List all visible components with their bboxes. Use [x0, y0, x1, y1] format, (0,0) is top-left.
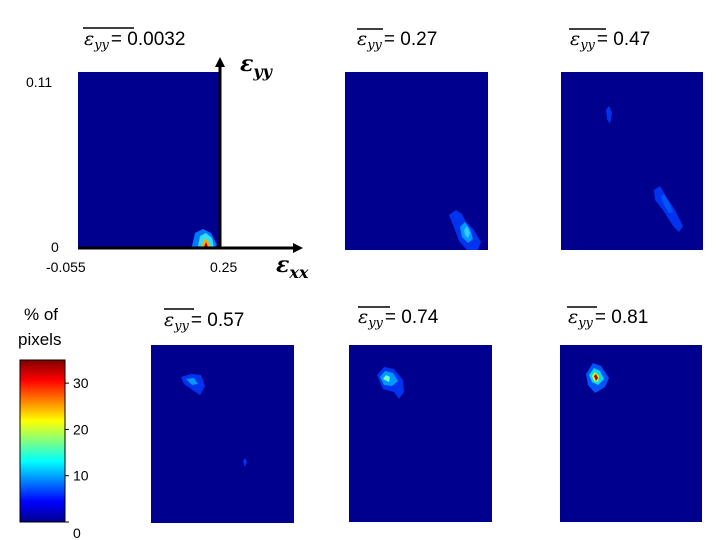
y-tick-label-top: 0.11 [26, 74, 52, 90]
colorbar-tick-label-0: 0 [73, 525, 81, 540]
x-axis-label: εxx [276, 252, 309, 282]
panel-4-blob-b [243, 458, 247, 467]
svg-text:εyy= 0.27: εyy = 0.27 [357, 28, 437, 53]
panel-1-blob-peak [204, 242, 208, 247]
panel-2-contours [449, 210, 481, 250]
panel-4-title-value: = 0.57 [191, 310, 244, 331]
svg-text:εyy= 0.74: εyy = 0.74 [358, 306, 439, 331]
panel-2-title-value: = 0.27 [384, 29, 437, 50]
panel-1-contours [192, 229, 217, 248]
panel-2-title: εyy = 0.27 [357, 28, 437, 53]
panel-6-title: εyy = 0.81 [567, 306, 648, 331]
colorbar-ticks: 0 10 20 30 [65, 375, 89, 540]
axes-overlay: εyy εxx 0.11 0 -0.055 0.25 [26, 51, 309, 282]
panel-6-blob-peak [594, 374, 598, 381]
panel-1 [78, 72, 220, 248]
colorbar-title-line1: % of [24, 305, 58, 324]
y-axis-label: εyy [240, 51, 274, 81]
panel-3-blob-b-inner [661, 194, 673, 213]
svg-text:εyy= 0.57: εyy = 0.57 [164, 309, 244, 334]
panel-6-title-symbol: ε [568, 306, 578, 328]
colorbar-tick-label-10: 10 [73, 468, 89, 484]
svg-text:εyy= 0.81: εyy = 0.81 [568, 306, 648, 331]
panel-1-background [78, 72, 220, 248]
panel-3-title: εyy = 0.47 [569, 28, 650, 53]
y-axis-label-subscript: yy [252, 62, 273, 81]
svg-text:εyy= 0.47: εyy = 0.47 [570, 28, 650, 53]
panel-5-blob-peak [385, 377, 388, 380]
y-tick-label-bottom: 0 [51, 239, 59, 255]
panel-1-title-value: = 0.0032 [111, 29, 186, 50]
panel-1-title: εyy = 0.0032 [83, 27, 185, 53]
panel-6 [560, 345, 702, 522]
panel-6-title-subscript: yy [577, 316, 593, 331]
panel-5-title-symbol: ε [358, 306, 368, 328]
panel-1-title-subscript: yy [93, 38, 109, 53]
panel-4-contours [181, 374, 247, 467]
colorbar-gradient [19, 359, 66, 523]
panel-4-title-subscript: yy [173, 319, 189, 334]
colorbar: % of pixels 0 10 20 30 [18, 305, 89, 540]
panel-3-background [561, 72, 703, 250]
panel-3-contours [606, 106, 683, 232]
panel-2-title-subscript: yy [366, 38, 382, 53]
panel-5 [349, 345, 492, 522]
x-tick-label-left: -0.055 [46, 259, 86, 275]
panel-3-blob-a [606, 106, 612, 124]
panel-2-blob-inner [464, 226, 470, 238]
colorbar-tick-label-20: 20 [73, 421, 89, 437]
x-axis-label-symbol: ε [276, 252, 289, 278]
panel-5-title-subscript: yy [367, 316, 383, 331]
x-tick-label-right: 0.25 [210, 259, 237, 275]
panel-6-contours [586, 363, 609, 393]
panel-4-title-symbol: ε [164, 309, 174, 331]
colorbar-tick-label-30: 30 [73, 375, 89, 391]
panel-5-background [349, 345, 492, 522]
panel-2-title-symbol: ε [357, 28, 367, 50]
panel-5-contours [377, 367, 404, 399]
x-axis-label-subscript: xx [288, 263, 309, 282]
y-axis-label-symbol: ε [240, 51, 253, 77]
panel-6-title-value: = 0.81 [595, 307, 648, 328]
panel-5-title: εyy = 0.74 [358, 306, 439, 331]
panel-3-title-subscript: yy [579, 38, 595, 53]
colorbar-title-line2: pixels [18, 330, 61, 349]
panel-4 [151, 345, 294, 523]
panel-1-blob-inner [201, 238, 210, 247]
panel-3-title-value: = 0.47 [597, 29, 650, 50]
panel-3 [561, 72, 703, 250]
svg-text:εyy= 0.0032: εyy = 0.0032 [84, 28, 185, 53]
panel-3-title-symbol: ε [570, 28, 580, 50]
panel-1-title-symbol: ε [84, 28, 94, 50]
panel-4-background [151, 345, 294, 523]
panel-4-blob-a-inner [186, 378, 198, 385]
panel-4-title: εyy = 0.57 [164, 308, 244, 334]
panel-5-title-value: = 0.74 [385, 307, 439, 328]
panel-6-background [560, 345, 702, 522]
